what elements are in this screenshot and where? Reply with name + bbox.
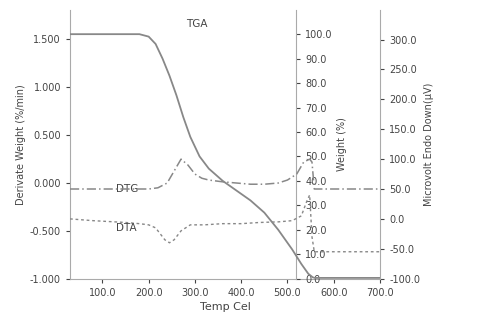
Text: DTA: DTA (116, 223, 137, 233)
Y-axis label: Microvolt Endo Down(μV): Microvolt Endo Down(μV) (424, 83, 434, 206)
Text: TGA: TGA (186, 19, 207, 29)
Text: DTG: DTG (116, 184, 138, 194)
X-axis label: Temp Cel: Temp Cel (200, 302, 250, 312)
Y-axis label: Weight (%): Weight (%) (337, 117, 347, 171)
Y-axis label: Derivate Weight (%/min): Derivate Weight (%/min) (16, 84, 26, 204)
